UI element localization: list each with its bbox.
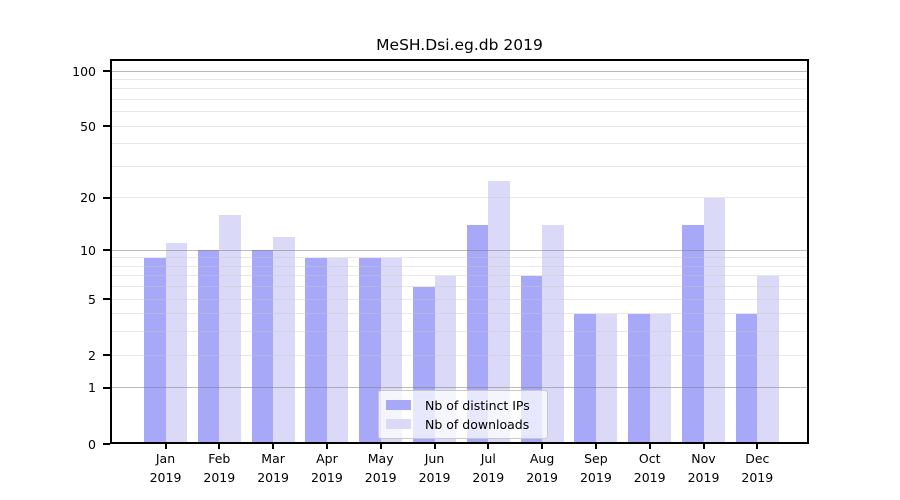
bar-distinct-ips-jul: [466, 225, 489, 443]
bar-downloads-sep: [595, 313, 618, 443]
bar-distinct-ips-may: [359, 257, 381, 443]
legend-label-distinct-ips: Nb of distinct IPs: [425, 397, 530, 413]
y-tick-mark-2: [103, 354, 110, 357]
bar-distinct-ips-feb: [197, 250, 220, 443]
y-tick-label-5: 5: [88, 291, 96, 307]
gridline-80: [112, 88, 807, 90]
x-tick-label-feb: Feb 2019: [203, 451, 236, 485]
bar-distinct-ips-apr: [305, 257, 327, 443]
gridline-5: [112, 298, 807, 300]
y-tick-label-50: 50: [80, 118, 96, 134]
y-tick-label-10: 10: [80, 242, 96, 258]
x-tick-label-apr: Apr 2019: [310, 451, 343, 485]
bar-distinct-ips-nov: [682, 225, 704, 443]
bar-downloads-jan: [165, 243, 187, 443]
x-tick-mark-may: [379, 444, 382, 449]
x-tick-label-mar: Mar 2019: [257, 451, 289, 485]
bar-downloads-feb: [219, 215, 241, 443]
x-tick-label-oct: Oct 2019: [633, 451, 666, 485]
bar-distinct-ips-oct: [628, 313, 650, 443]
gridline-50: [112, 125, 807, 127]
gridline-7: [112, 275, 807, 277]
x-tick-label-nov: Nov 2019: [687, 451, 720, 485]
x-tick-label-aug: Aug 2019: [526, 451, 558, 485]
bar-downloads-mar: [273, 236, 295, 443]
y-tick-mark-5: [103, 298, 110, 301]
x-tick-label-jan: Jan 2019: [149, 451, 182, 485]
gridline-6: [112, 286, 807, 288]
gridline-4: [112, 313, 807, 315]
gridline-9: [112, 257, 807, 259]
bar-distinct-ips-mar: [251, 250, 274, 443]
x-tick-mark-dec: [756, 444, 759, 449]
x-tick-mark-nov: [702, 444, 705, 449]
y-tick-label-0: 0: [88, 436, 96, 452]
gridline-30: [112, 165, 807, 167]
bar-distinct-ips-jan: [144, 257, 166, 443]
x-tick-label-jul: Jul 2019: [472, 451, 505, 485]
y-tick-mark-20: [103, 196, 110, 199]
chart-title: MeSH.Dsi.eg.db 2019: [376, 36, 543, 54]
y-tick-label-100: 100: [72, 63, 96, 79]
gridline-100: [112, 70, 807, 72]
bar-downloads-aug: [542, 225, 564, 443]
legend-label-downloads: Nb of downloads: [425, 416, 530, 432]
legend-item-downloads: Nb of downloads: [386, 417, 547, 432]
x-tick-label-jun: Jun 2019: [418, 451, 451, 485]
y-tick-label-2: 2: [88, 347, 96, 363]
bar-distinct-ips-sep: [574, 313, 596, 443]
gridline-90: [112, 78, 807, 80]
x-tick-label-dec: Dec 2019: [741, 451, 774, 485]
bar-downloads-dec: [757, 275, 779, 443]
legend-item-distinct-ips: Nb of distinct IPs: [386, 398, 547, 413]
gridline-2: [112, 354, 807, 356]
bar-downloads-apr: [326, 257, 349, 443]
x-tick-label-sep: Sep 2019: [579, 451, 612, 485]
y-tick-mark-100: [103, 70, 110, 72]
y-tick-mark-10: [103, 249, 110, 252]
y-tick-mark-0: [103, 443, 110, 445]
legend: Nb of distinct IPs Nb of downloads: [378, 390, 548, 439]
x-tick-mark-jul: [487, 444, 490, 449]
x-tick-mark-sep: [594, 444, 597, 449]
gridline-1: [112, 387, 807, 389]
x-tick-mark-feb: [218, 444, 221, 449]
gridline-20: [112, 197, 807, 199]
y-tick-label-20: 20: [80, 190, 96, 206]
y-tick-label-1: 1: [88, 380, 96, 396]
x-tick-mark-mar: [272, 444, 275, 449]
gridline-70: [112, 98, 807, 100]
x-tick-mark-aug: [541, 444, 544, 449]
gridline-60: [112, 111, 807, 113]
x-tick-label-may: May 2019: [364, 451, 397, 485]
gridline-40: [112, 143, 807, 145]
gridline-8: [112, 265, 807, 267]
bar-downloads-oct: [649, 313, 672, 443]
legend-swatch-downloads: [386, 419, 411, 429]
y-tick-mark-1: [103, 386, 110, 389]
x-tick-mark-jun: [433, 444, 436, 449]
gridline-3: [112, 331, 807, 333]
x-tick-mark-jan: [164, 444, 167, 449]
bar-downloads-jul: [488, 180, 510, 443]
legend-swatch-distinct-ips: [386, 400, 411, 410]
x-tick-mark-oct: [648, 444, 651, 449]
x-tick-mark-apr: [325, 444, 328, 449]
bar-distinct-ips-dec: [735, 313, 758, 443]
gridline-10: [112, 249, 807, 251]
y-tick-mark-50: [103, 125, 110, 128]
bar-downloads-nov: [703, 197, 725, 443]
